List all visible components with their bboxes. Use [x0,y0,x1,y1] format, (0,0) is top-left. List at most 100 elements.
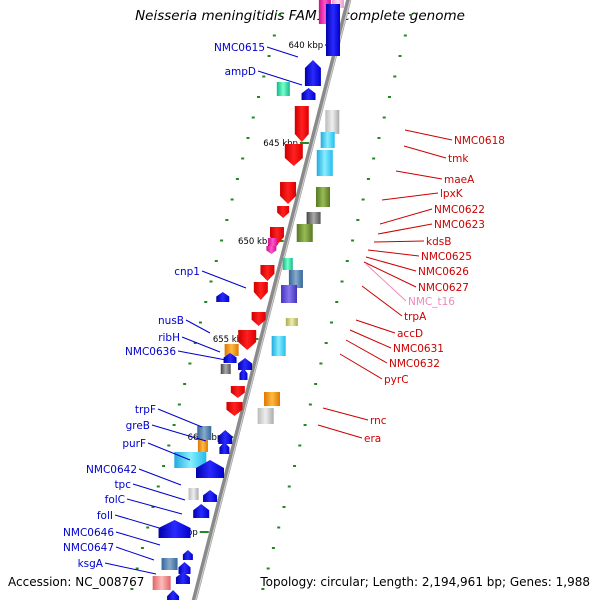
gene-label-maeA: maeA [444,174,475,186]
gene-label-leader [138,468,182,486]
gene-label-leader [157,408,203,428]
track-tick [340,280,344,283]
gene-label-trpF: trpF [135,404,156,416]
track-tick [220,239,224,242]
gene-label-NMC0626: NMC0626 [418,266,469,278]
gene-label-leader [181,336,221,353]
track-tick [140,547,144,549]
gene-label-leader [365,256,417,272]
gene-label-NMC0625: NMC0625 [421,251,472,263]
gene-label-NMC0627: NMC0627 [418,282,469,294]
track-tick [235,178,239,180]
gene-feature [188,488,199,500]
track-tick [204,301,208,303]
gene-label-leader [114,514,167,531]
track-tick [261,588,265,590]
leader-layer [104,46,453,575]
gene-label-folI: folI [97,510,113,522]
gene-label-leader [361,285,403,317]
track-tick [303,424,307,426]
gene-feature [285,318,298,326]
gene-label-leader [147,442,191,461]
gene-label-leader [317,424,363,439]
gene-arrow [193,504,210,518]
kbp-tick-label: 650 kbp [238,237,273,247]
gene-label-leader [379,208,433,225]
track-tick [398,55,402,57]
gene-feature [271,336,286,356]
gene-arrow [277,206,290,218]
gene-arrow [251,312,266,326]
gene-label-leader [404,129,453,141]
gene-arrow [260,265,275,281]
track-tick [308,403,312,406]
gene-feature [257,408,274,424]
gene-label-leader [377,223,433,235]
genome-backbone-highlight [195,0,351,600]
track-tick [351,239,355,242]
track-tick [324,342,328,344]
track-tick [225,219,229,221]
gene-arrow [219,442,230,454]
gene-label-leader [201,270,247,289]
track-tick [329,321,333,324]
gene-label-tmk: tmk [448,153,469,165]
gene-label-cnp1: cnp1 [174,266,200,278]
gene-label-trpA: trpA [404,311,427,323]
track-tick [156,485,160,488]
gene-arrow [301,88,316,100]
accession-text: Accession: NC_008767 [8,575,145,589]
gene-feature [276,82,290,96]
gene-label-leader [367,249,420,257]
gene-label-purF: purF [122,438,146,450]
track-tick [209,280,213,283]
gene-feature [197,440,208,452]
track-tick [167,444,171,447]
gene-arrow [294,106,309,142]
gene-feature [316,150,333,176]
gene-label-leader [177,350,227,361]
gene-label-leader [403,145,447,159]
gene-label-nusB: nusB [158,315,184,327]
track-tick [356,219,360,221]
gene-label-ampD: ampD [225,66,256,78]
map-title: Neisseria meningitidis FAM18, complete g… [135,8,465,24]
gene-label-ribH: ribH [158,332,180,344]
track-tick [277,526,281,529]
track-tick [388,96,392,98]
gene-feature [197,426,212,440]
track-tick [193,342,197,344]
track-tick [246,137,250,139]
gene-arrow [238,358,253,370]
gene-arrow [226,402,243,416]
track-tick [151,506,155,508]
gene-arrow [218,430,233,444]
track-tick [314,383,318,385]
track-tick [257,96,261,98]
gene-label-NMC0615: NMC0615 [214,42,265,54]
gene-feature [282,258,293,270]
gene-arrow [230,386,245,398]
track-tick [230,198,234,201]
track-tick [278,14,282,16]
gene-label-leader [365,263,407,302]
gene-label-leader [126,498,183,515]
track-tick [271,547,275,549]
topology-text: Topology: circular; Length: 2,194,961 bp… [260,575,590,589]
track-tick [345,260,349,262]
gene-label-leader [151,424,207,442]
gene-layer [152,0,344,600]
track-tick [366,178,370,180]
gene-feature [288,270,303,288]
track-tick [287,485,291,488]
gene-label-leader [322,407,369,421]
gene-label-NMC0642: NMC0642 [86,464,137,476]
gene-label-leader [132,483,186,501]
gene-feature [296,224,313,242]
track-tick [146,526,150,529]
track-tick [162,465,166,467]
gene-label-leader [266,46,299,58]
gene-label-kdsB: kdsB [426,236,451,248]
gene-feature [306,212,321,224]
